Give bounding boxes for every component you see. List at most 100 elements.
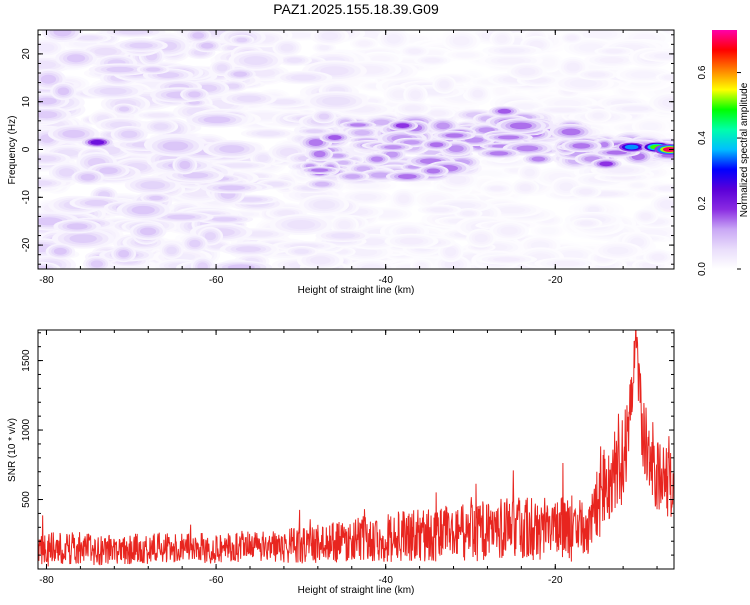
heatmap-cell: [118, 249, 130, 258]
snr-ytick-label: 500: [21, 491, 32, 508]
heatmap-cell: [566, 35, 577, 41]
heatmap-cell: [592, 112, 605, 119]
heatmap-cell: [448, 145, 464, 153]
colorbar-tick-label: 0.0: [697, 262, 708, 276]
heatmap-cell: [226, 83, 240, 89]
colorbar-gradient: [712, 30, 737, 269]
heatmap-cell: [313, 150, 326, 158]
heatmap-cell: [345, 174, 360, 179]
heatmap-cell: [216, 64, 228, 72]
heatmap-cell: [236, 37, 248, 43]
heatmap-cell: [498, 206, 526, 214]
heatmap-cell: [162, 141, 189, 151]
heatmap-cell: [632, 183, 644, 188]
snr-xtick-label: -40: [378, 575, 393, 586]
heatmap-cell: [306, 129, 323, 133]
heatmap-cell: [361, 30, 379, 39]
heatmap-cell: [233, 71, 248, 77]
heatmap-cell: [561, 250, 584, 259]
colorbar-axis: 0.00.20.40.6: [697, 65, 741, 276]
spectrogram-ytick-label: 20: [21, 48, 32, 60]
heatmap-cell: [38, 97, 57, 105]
heatmap-cell: [430, 207, 450, 213]
heatmap-cell: [286, 57, 303, 63]
heatmap-cell: [599, 161, 613, 167]
heatmap-cell: [541, 58, 556, 67]
heatmap-cell: [599, 57, 624, 64]
heatmap-cell: [518, 67, 536, 76]
colorbar-tick-label: 0.6: [697, 65, 708, 79]
heatmap-cell: [140, 181, 166, 190]
heatmap-cell: [426, 168, 441, 174]
heatmap-cell: [322, 96, 351, 106]
heatmap-cell: [38, 111, 58, 119]
heatmap-cell: [424, 57, 441, 63]
heatmap-cell: [290, 74, 317, 81]
heatmap-cell: [371, 55, 391, 63]
heatmap-cell: [256, 131, 281, 136]
heatmap-cell: [257, 154, 269, 162]
heatmap-cell: [69, 234, 97, 243]
heatmap-cell: [197, 262, 208, 269]
heatmap-cell: [659, 200, 674, 209]
heatmap-cell: [606, 150, 627, 155]
heatmap-cell: [399, 237, 424, 245]
heatmap-cell: [449, 175, 467, 184]
heatmap-cell: [227, 264, 255, 269]
spectrogram-xtick-label: -60: [209, 275, 224, 286]
heatmap-cell: [272, 99, 297, 105]
heatmap-cell: [90, 260, 104, 268]
heatmap-cell: [399, 227, 418, 236]
heatmap-cell: [349, 123, 366, 127]
heatmap-cell: [474, 233, 488, 243]
heatmap-cell: [651, 253, 665, 261]
heatmap-cell: [99, 167, 118, 175]
snr-ylabel: SNR (10 * v/v): [7, 418, 18, 482]
snr-xtick-label: -80: [39, 575, 54, 586]
heatmap-cell: [38, 155, 57, 162]
heatmap-cell: [310, 168, 329, 172]
heatmap-cell: [496, 57, 526, 64]
heatmap-cell: [203, 116, 231, 124]
colorbar: 0.00.20.40.6 Normalized spectral amplitu…: [697, 30, 750, 276]
heatmap-cell: [243, 56, 268, 65]
heatmap-cell: [287, 220, 316, 230]
spectrogram-heatmap: [38, 30, 674, 269]
heatmap-cell: [354, 193, 378, 201]
heatmap-cell: [439, 80, 450, 89]
heatmap-cell: [131, 205, 155, 215]
heatmap-cell: [472, 89, 484, 98]
heatmap-cell: [561, 128, 581, 136]
heatmap-cell: [211, 217, 238, 222]
spectrogram-ytick-label: -20: [21, 237, 32, 252]
heatmap-cell: [310, 256, 331, 265]
heatmap-cell: [106, 66, 134, 73]
heatmap-cell: [587, 206, 600, 213]
heatmap-cell: [84, 199, 109, 206]
heatmap-cell: [40, 74, 57, 84]
heatmap-cell: [153, 123, 169, 130]
heatmap-cell: [531, 156, 546, 162]
heatmap-cell: [524, 168, 536, 177]
heatmap-cell: [384, 145, 402, 150]
heatmap-cell: [321, 32, 339, 41]
heatmap-cell: [410, 90, 421, 100]
snr-frame: [37, 329, 675, 570]
heatmap-cell: [314, 181, 330, 187]
heatmap-cell: [639, 192, 652, 198]
heatmap-cell: [57, 87, 70, 96]
heatmap-cell: [540, 227, 557, 235]
snr-ytick-label: 1000: [21, 418, 32, 441]
heatmap-cell: [519, 184, 532, 192]
heatmap-cell: [373, 119, 390, 125]
heatmap-cell: [357, 40, 371, 47]
heatmap-cell: [189, 239, 201, 248]
heatmap-cell: [370, 172, 390, 178]
heatmap-cell: [445, 133, 464, 138]
heatmap-cell: [320, 66, 349, 76]
heatmap-cell: [308, 139, 324, 146]
heatmap-cell: [145, 67, 161, 72]
heatmap-cell: [129, 42, 153, 49]
heatmap-cell: [642, 122, 659, 131]
